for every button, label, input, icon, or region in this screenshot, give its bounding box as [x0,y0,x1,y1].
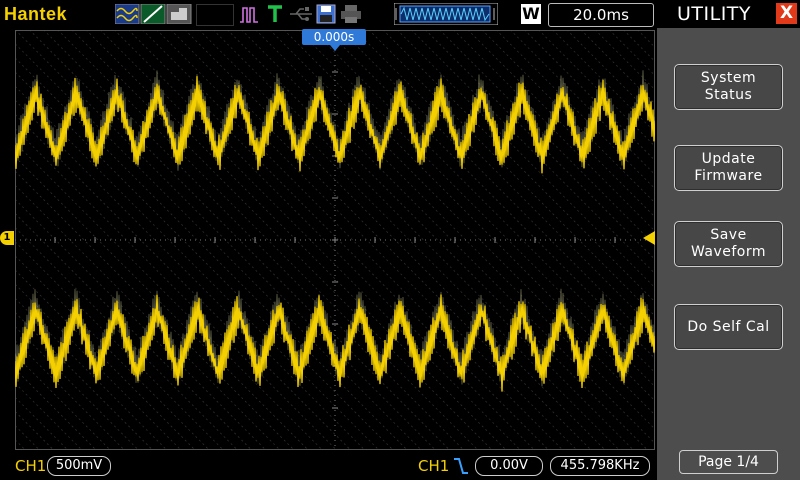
volts-per-div-readout[interactable]: 500mV [47,456,111,476]
page-indicator-button[interactable]: Page 1/4 [679,450,778,474]
ch1-ground-marker[interactable]: 1 [0,231,14,245]
ch1-label: CH1 [15,457,47,475]
trigger-source-label: CH1 [418,457,450,475]
system-status-line2: Status [704,87,753,103]
usb-icon [290,7,312,21]
update-firmware-line2: Firmware [694,168,763,184]
acquire-mode-icons[interactable] [115,4,193,24]
save-waveform-button[interactable]: Save Waveform [674,221,783,267]
update-firmware-button[interactable]: Update Firmware [674,145,783,191]
top-status-bar: Hantek W 20.0ms [0,0,655,28]
acquisition-mode-badge: W [521,4,541,24]
acquire-wave-icon [115,4,140,24]
save-waveform-line1: Save [710,227,747,243]
blank-indicator [196,4,234,26]
ch1-trace-band-1 [15,294,655,392]
ch1-trace [15,70,655,392]
close-icon[interactable]: X [776,3,797,24]
trigger-position-readout[interactable]: 0.000s [302,29,366,45]
trigger-pulse-icon [240,7,258,23]
trigger-level-marker[interactable] [643,231,655,245]
memory-waveform-icon [394,3,498,25]
save-disk-icon[interactable] [316,4,336,24]
print-icon[interactable] [340,4,362,24]
waveform-display[interactable] [15,30,655,450]
grid-lines [15,30,655,450]
ch1-trace-band-0 [15,76,655,174]
trigger-position-arrow [330,45,340,51]
system-status-button[interactable]: System Status [674,64,783,110]
menu-title: UTILITY [677,3,752,25]
system-status-line1: System [700,70,757,86]
trigger-t-icon [268,5,282,22]
timebase-readout[interactable]: 20.0ms [548,3,654,27]
trigger-level-readout[interactable]: 0.00V [475,456,543,476]
update-firmware-line1: Update [701,151,756,167]
menu-title-bar: UTILITY X [657,0,800,28]
frequency-readout: 455.798KHz [550,456,650,476]
utility-menu-panel: UTILITY X System Status Update Firmware … [657,0,800,480]
brand-logo: Hantek [4,4,68,24]
do-self-cal-button[interactable]: Do Self Cal [674,304,783,350]
save-waveform-line2: Waveform [690,244,767,260]
do-self-cal-label: Do Self Cal [687,318,770,335]
falling-edge-icon [454,458,468,474]
